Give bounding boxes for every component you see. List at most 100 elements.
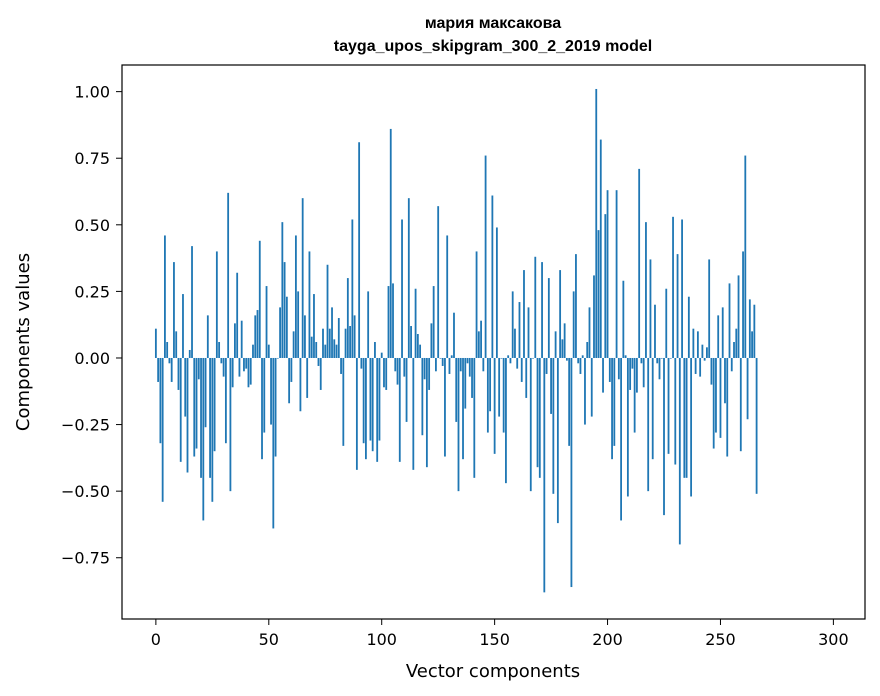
bar-59 <box>288 357 291 404</box>
bar-158 <box>511 291 514 358</box>
bar-164 <box>525 357 528 398</box>
bar-87 <box>351 219 354 358</box>
bar-0 <box>154 328 157 358</box>
bar-63 <box>297 291 300 358</box>
bar-170 <box>538 357 541 478</box>
bar-168 <box>534 256 537 358</box>
bar-249 <box>717 315 720 358</box>
bar-19 <box>197 357 200 380</box>
bar-217 <box>645 222 647 358</box>
bar-258 <box>737 275 740 358</box>
bar-248 <box>715 357 717 433</box>
bar-58 <box>285 296 288 358</box>
bar-2 <box>159 357 162 444</box>
bar-1 <box>157 357 160 382</box>
bar-100 <box>380 352 383 358</box>
bar-234 <box>683 357 686 478</box>
bar-141 <box>473 357 476 478</box>
y-tick-label-2: −0.25 <box>61 416 110 435</box>
bar-233 <box>681 219 683 358</box>
bar-157 <box>509 357 512 364</box>
bar-42 <box>249 357 252 385</box>
bar-77 <box>328 328 331 358</box>
bar-206 <box>620 357 622 521</box>
x-axis-ticks: 0 50 100 150 200 250 300 <box>151 619 849 649</box>
bar-series <box>154 88 758 593</box>
bar-33 <box>229 357 232 492</box>
bar-80 <box>335 344 338 358</box>
bar-29 <box>220 357 223 364</box>
bar-230 <box>674 357 677 465</box>
x-tick-label-250: 250 <box>705 630 736 649</box>
bar-163 <box>523 270 525 358</box>
bar-224 <box>660 357 663 359</box>
bar-90 <box>358 142 361 358</box>
bar-12 <box>182 294 184 358</box>
bar-14 <box>186 357 189 473</box>
bar-61 <box>292 331 295 358</box>
bar-105 <box>392 283 394 358</box>
bar-114 <box>412 357 415 470</box>
bar-177 <box>554 331 557 358</box>
bar-166 <box>529 357 532 492</box>
bar-175 <box>550 357 552 414</box>
bar-137 <box>464 357 467 409</box>
bar-253 <box>726 357 729 457</box>
bar-189 <box>581 355 584 358</box>
bar-51 <box>270 357 272 425</box>
bar-113 <box>410 326 412 358</box>
bar-56 <box>281 222 284 358</box>
bar-190 <box>584 357 586 425</box>
bar-193 <box>590 357 593 417</box>
bar-144 <box>480 320 482 358</box>
bar-118 <box>421 357 424 436</box>
bar-50 <box>267 344 270 358</box>
bar-136 <box>462 357 464 460</box>
x-tick-label-50: 50 <box>259 630 279 649</box>
bar-132 <box>453 312 455 358</box>
bar-11 <box>179 357 182 462</box>
bar-73 <box>319 357 322 390</box>
bar-106 <box>394 357 397 372</box>
bar-184 <box>570 357 573 588</box>
bar-20 <box>200 357 202 478</box>
bar-156 <box>507 355 510 358</box>
bar-201 <box>608 357 611 382</box>
bar-84 <box>344 328 347 358</box>
bar-44 <box>254 315 257 358</box>
bar-235 <box>685 357 688 478</box>
bar-215 <box>640 357 643 364</box>
bar-145 <box>482 357 485 372</box>
bar-247 <box>712 357 715 449</box>
bar-155 <box>505 357 507 484</box>
bar-3 <box>161 357 164 502</box>
bar-130 <box>448 357 451 374</box>
bar-256 <box>733 342 735 358</box>
bar-17 <box>193 357 196 457</box>
bar-218 <box>647 357 650 492</box>
bar-250 <box>719 357 722 438</box>
bar-165 <box>527 307 530 358</box>
bar-95 <box>369 357 372 441</box>
bar-28 <box>218 342 221 358</box>
bar-221 <box>654 304 656 358</box>
bar-127 <box>441 357 444 366</box>
bar-120 <box>425 357 428 468</box>
bar-18 <box>195 357 198 449</box>
bar-71 <box>315 342 318 358</box>
bar-30 <box>222 357 225 377</box>
bar-98 <box>376 357 379 462</box>
bar-151 <box>495 227 498 358</box>
bar-93 <box>365 357 367 460</box>
bar-207 <box>622 280 625 358</box>
bar-64 <box>299 357 302 412</box>
bar-244 <box>706 347 708 358</box>
bar-111 <box>405 357 408 422</box>
bar-128 <box>444 357 446 457</box>
bar-7 <box>170 357 173 382</box>
bar-232 <box>678 357 681 545</box>
bar-23 <box>206 315 209 358</box>
bar-220 <box>651 357 654 460</box>
bar-89 <box>355 357 358 470</box>
bar-36 <box>236 272 239 358</box>
